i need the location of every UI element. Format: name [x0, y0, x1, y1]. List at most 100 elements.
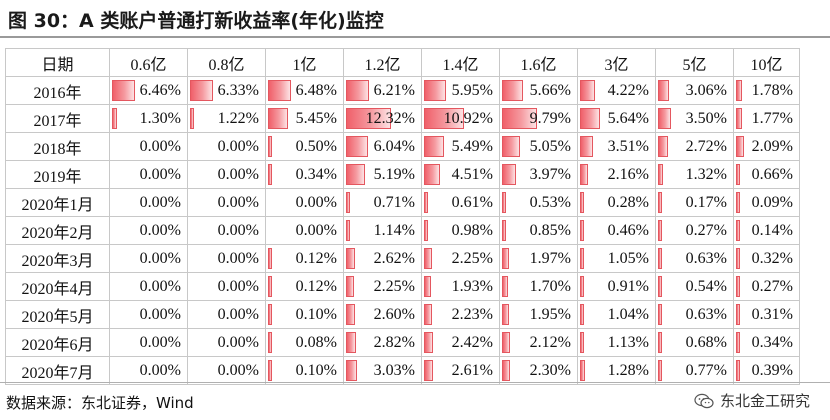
value-cell: 0.00% — [187, 328, 266, 357]
cell-value: 1.30% — [139, 110, 181, 127]
data-bar — [502, 220, 506, 241]
cell-value: 0.63% — [685, 250, 727, 267]
data-bar — [580, 164, 588, 185]
cell-value: 0.00% — [217, 222, 259, 239]
cell-value: 1.95% — [529, 306, 571, 323]
cell-value: 0.63% — [685, 306, 727, 323]
cell-value: 6.46% — [139, 82, 181, 99]
data-bar — [658, 192, 662, 213]
cell-value: 0.00% — [139, 194, 181, 211]
column-header: 1.2亿 — [343, 48, 422, 77]
data-bar — [268, 80, 291, 101]
value-cell: 0.00% — [187, 272, 266, 301]
data-bar — [268, 276, 272, 297]
value-cell: 5.95% — [421, 76, 500, 105]
value-cell: 0.14% — [733, 216, 800, 245]
table-body: 2016年 6.46% 6.33% 6.48% 6.21% 5.95% 5.66% 4.22%… — [5, 76, 800, 385]
cell-value: 1.70% — [529, 278, 571, 295]
data-bar — [190, 80, 213, 101]
value-cell: 2.82% — [343, 328, 422, 357]
cell-value: 0.00% — [139, 362, 181, 379]
cell-value: 2.61% — [451, 362, 493, 379]
column-header: 10亿 — [733, 48, 800, 77]
data-bar — [736, 360, 740, 381]
cell-value: 0.39% — [751, 362, 793, 379]
value-cell: 0.10% — [265, 356, 344, 385]
value-cell: 5.45% — [265, 104, 344, 133]
value-cell: 0.50% — [265, 132, 344, 161]
value-cell: 2.72% — [655, 132, 734, 161]
value-cell: 0.00% — [187, 356, 266, 385]
data-bar — [736, 80, 742, 101]
watermark-text: 东北金工研究 — [719, 392, 810, 410]
row-label: 2020年4月 — [5, 272, 110, 301]
column-header: 1.4亿 — [421, 48, 500, 77]
value-cell: 0.66% — [733, 160, 800, 189]
data-bar — [346, 192, 350, 213]
cell-value: 0.00% — [139, 250, 181, 267]
cell-value: 0.77% — [685, 362, 727, 379]
cell-value: 12.32% — [365, 110, 415, 127]
value-cell: 1.77% — [733, 104, 800, 133]
value-cell: 1.78% — [733, 76, 800, 105]
table-row: 2020年7月 0.00% 0.00% 0.10% 3.03% 2.61% 2.30% 1.2… — [5, 356, 800, 385]
cell-value: 5.49% — [451, 138, 493, 155]
data-bar — [346, 332, 356, 353]
cell-value: 3.97% — [529, 166, 571, 183]
data-bar — [268, 164, 272, 185]
cell-value: 0.54% — [685, 278, 727, 295]
wechat-icon — [694, 393, 714, 408]
value-cell: 1.70% — [499, 272, 578, 301]
row-label: 2020年5月 — [5, 300, 110, 329]
cell-value: 3.06% — [685, 82, 727, 99]
data-bar — [112, 108, 117, 129]
data-bar — [346, 360, 357, 381]
value-cell: 0.00% — [109, 160, 188, 189]
value-cell: 5.05% — [499, 132, 578, 161]
table-row: 2020年1月 0.00% 0.00% 0.00% 0.71% 0.61% 0.53% 0.2… — [5, 188, 800, 217]
value-cell: 0.17% — [655, 188, 734, 217]
cell-value: 5.19% — [373, 166, 415, 183]
value-cell: 0.00% — [187, 244, 266, 273]
data-bar — [736, 136, 744, 157]
value-cell: 3.51% — [577, 132, 656, 161]
column-header: 0.6亿 — [109, 48, 188, 77]
cell-value: 5.05% — [529, 138, 571, 155]
value-cell: 0.00% — [109, 132, 188, 161]
value-cell: 0.00% — [109, 300, 188, 329]
value-cell: 0.54% — [655, 272, 734, 301]
cell-value: 2.82% — [373, 334, 415, 351]
data-bar — [424, 164, 440, 185]
value-cell: 0.00% — [109, 272, 188, 301]
data-bar — [502, 80, 523, 101]
cell-value: 0.00% — [139, 278, 181, 295]
value-cell: 0.00% — [109, 356, 188, 385]
value-cell: 0.71% — [343, 188, 422, 217]
watermark: 东北金工研究 — [694, 390, 810, 411]
data-bar — [502, 164, 516, 185]
value-cell: 0.53% — [499, 188, 578, 217]
cell-value: 0.27% — [685, 222, 727, 239]
value-cell: 0.98% — [421, 216, 500, 245]
cell-value: 0.00% — [139, 334, 181, 351]
value-cell: 0.31% — [733, 300, 800, 329]
cell-value: 0.46% — [607, 222, 649, 239]
data-bar — [268, 108, 288, 129]
cell-value: 1.14% — [373, 222, 415, 239]
column-header: 1.6亿 — [499, 48, 578, 77]
data-bar — [658, 108, 671, 129]
table-row: 2020年4月 0.00% 0.00% 0.12% 2.25% 1.93% 1.70% 0.9… — [5, 272, 800, 301]
cell-value: 5.64% — [607, 110, 649, 127]
cell-value: 0.00% — [217, 362, 259, 379]
cell-value: 1.32% — [685, 166, 727, 183]
data-bar — [424, 80, 446, 101]
value-cell: 0.77% — [655, 356, 734, 385]
data-bar — [424, 136, 444, 157]
figure-title: 图 30：A 类账户普通打新收益率(年化)监控 — [8, 10, 384, 32]
data-bar — [268, 136, 272, 157]
cell-value: 2.30% — [529, 362, 571, 379]
value-cell: 0.09% — [733, 188, 800, 217]
column-header: 3亿 — [577, 48, 656, 77]
value-cell: 0.27% — [733, 272, 800, 301]
cell-value: 0.34% — [751, 334, 793, 351]
